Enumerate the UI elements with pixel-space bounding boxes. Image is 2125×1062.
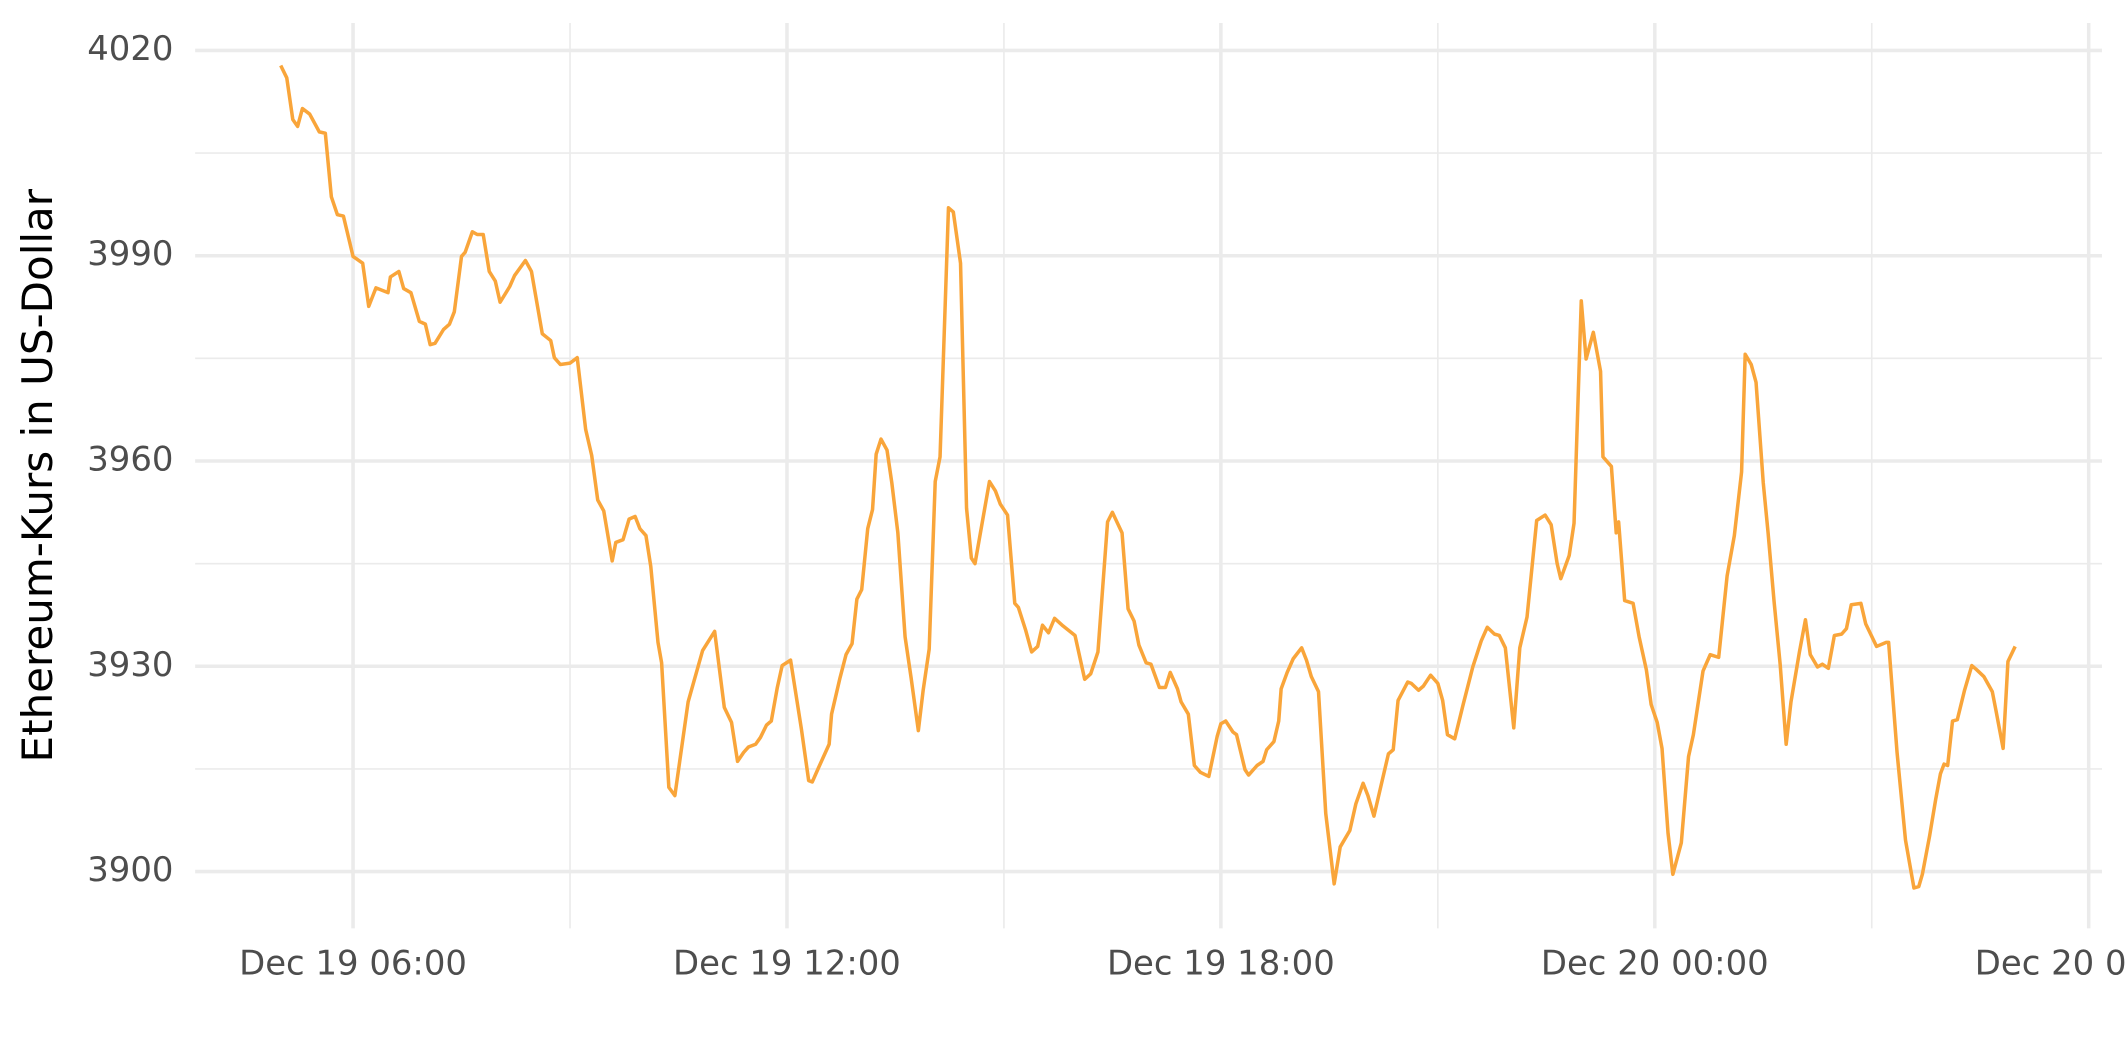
y-tick-label: 3960 bbox=[87, 439, 173, 478]
x-tick-label: Dec 19 06:00 bbox=[239, 943, 467, 982]
y-tick-label: 3930 bbox=[87, 645, 173, 684]
y-tick-label: 4020 bbox=[87, 29, 173, 68]
y-tick-label: 3990 bbox=[87, 234, 173, 273]
price-line bbox=[279, 64, 2017, 890]
x-tick-label: Dec 20 00:00 bbox=[1541, 943, 1769, 982]
x-tick-label: Dec 19 12:00 bbox=[673, 943, 901, 982]
grid bbox=[195, 23, 2102, 929]
x-tick-label: Dec 20 06:00 bbox=[1975, 943, 2125, 982]
y-tick-label: 3900 bbox=[87, 850, 173, 889]
x-tick-label: Dec 19 18:00 bbox=[1107, 943, 1335, 982]
y-axis-label: Ethereum-Kurs in US-Dollar bbox=[13, 188, 62, 762]
